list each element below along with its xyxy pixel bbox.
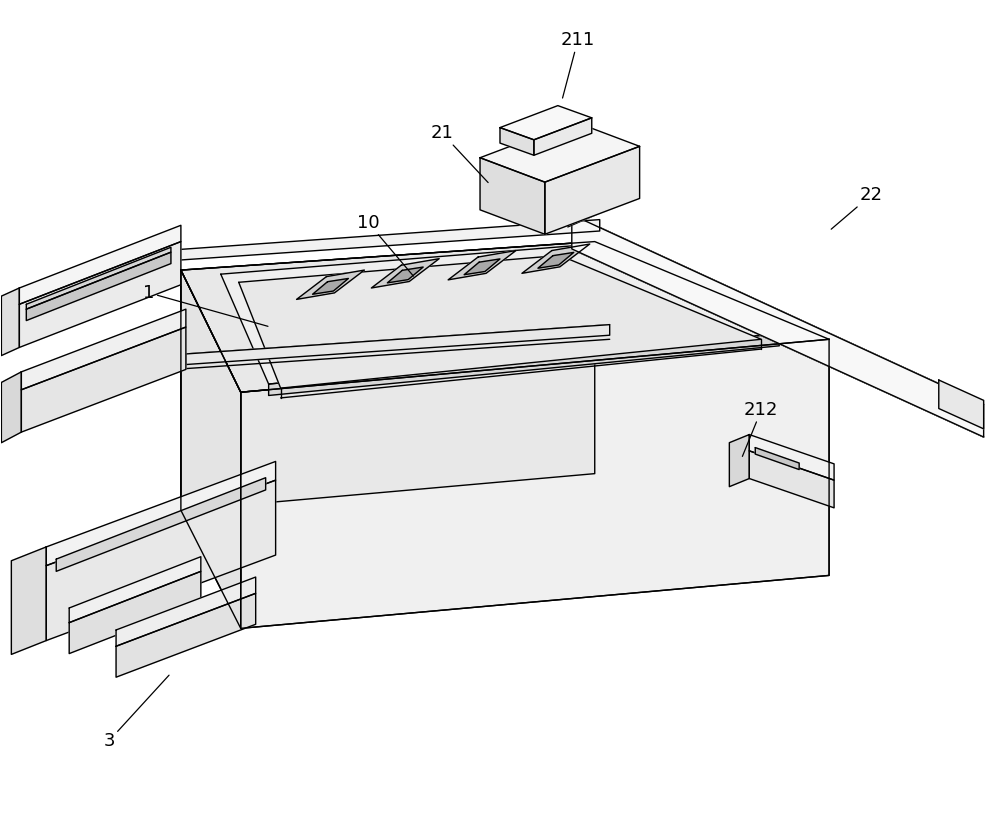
Polygon shape: [297, 270, 364, 299]
Polygon shape: [26, 248, 171, 309]
Polygon shape: [387, 267, 423, 283]
Polygon shape: [181, 270, 241, 628]
Polygon shape: [749, 435, 834, 480]
Polygon shape: [729, 435, 749, 487]
Polygon shape: [186, 324, 610, 364]
Text: 21: 21: [431, 124, 488, 182]
Polygon shape: [500, 127, 534, 155]
Text: 212: 212: [742, 401, 778, 457]
Polygon shape: [313, 279, 348, 294]
Polygon shape: [371, 259, 439, 288]
Polygon shape: [46, 462, 276, 565]
Polygon shape: [464, 259, 500, 275]
Polygon shape: [116, 593, 256, 677]
Polygon shape: [176, 220, 600, 261]
Polygon shape: [500, 105, 592, 140]
Polygon shape: [181, 242, 595, 511]
Polygon shape: [568, 185, 600, 227]
Polygon shape: [241, 339, 829, 628]
Polygon shape: [21, 309, 186, 390]
Polygon shape: [480, 158, 545, 234]
Polygon shape: [538, 252, 574, 268]
Polygon shape: [21, 327, 186, 432]
Polygon shape: [572, 215, 984, 437]
Polygon shape: [46, 480, 276, 641]
Polygon shape: [522, 244, 590, 274]
Text: 1: 1: [143, 283, 268, 326]
Polygon shape: [56, 478, 266, 571]
Polygon shape: [545, 146, 640, 234]
Polygon shape: [534, 118, 592, 155]
Text: 10: 10: [357, 214, 413, 276]
Text: 211: 211: [561, 32, 595, 98]
Polygon shape: [480, 122, 640, 182]
Polygon shape: [116, 577, 256, 646]
Polygon shape: [1, 372, 21, 443]
Polygon shape: [755, 448, 799, 470]
Text: 22: 22: [831, 186, 882, 230]
Polygon shape: [448, 251, 516, 280]
Polygon shape: [221, 246, 779, 384]
Polygon shape: [939, 380, 984, 429]
Polygon shape: [69, 571, 201, 654]
Polygon shape: [1, 288, 19, 355]
Text: 3: 3: [103, 675, 169, 750]
Polygon shape: [181, 242, 829, 392]
Polygon shape: [11, 547, 46, 654]
Polygon shape: [69, 556, 201, 623]
Polygon shape: [749, 451, 834, 508]
Polygon shape: [26, 252, 171, 320]
Polygon shape: [269, 333, 779, 395]
Polygon shape: [19, 225, 181, 304]
Polygon shape: [19, 242, 181, 347]
Polygon shape: [239, 256, 761, 388]
